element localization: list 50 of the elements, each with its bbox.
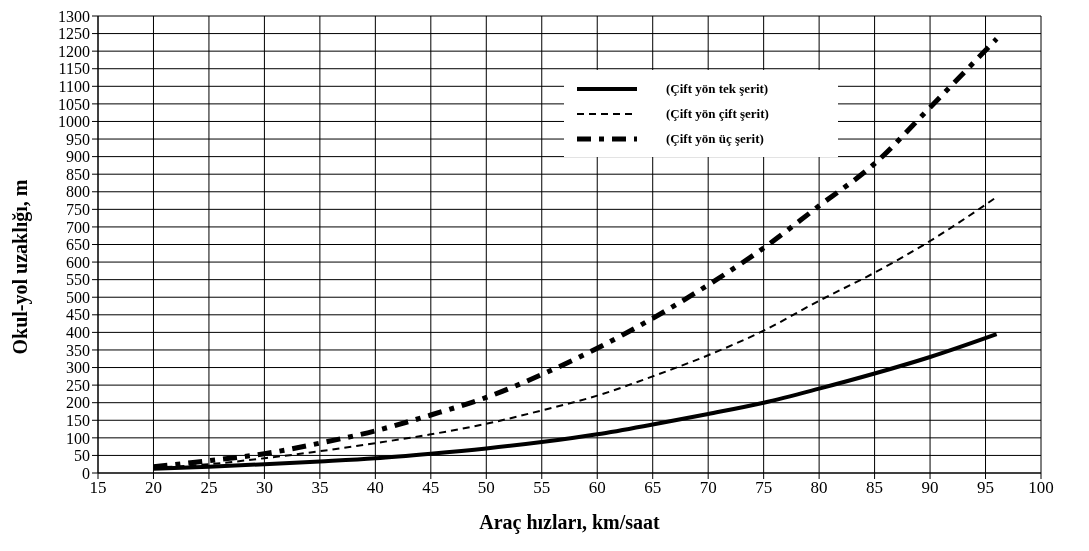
y-tick-label: 350 — [66, 341, 90, 359]
x-tick-label: 25 — [200, 478, 218, 498]
y-tick-label: 50 — [74, 447, 90, 465]
x-tick-label: 90 — [921, 478, 939, 498]
y-tick-label: 0 — [82, 464, 90, 482]
x-tick-label: 45 — [422, 478, 440, 498]
x-tick-label: 80 — [810, 478, 828, 498]
y-tick-label: 1100 — [58, 77, 90, 95]
y-tick-label: 900 — [66, 148, 90, 166]
x-tick-label: 30 — [255, 478, 273, 498]
y-tick-label: 400 — [66, 324, 90, 342]
legend-label: (Çift yön çift şerit) — [666, 105, 769, 122]
x-tick-label: 50 — [477, 478, 495, 498]
x-tick-label: 35 — [311, 478, 329, 498]
legend-label: (Çift yön tek şerit) — [666, 80, 769, 97]
y-tick-label: 300 — [66, 359, 90, 377]
y-tick-label: 100 — [66, 429, 90, 447]
x-tick-label: 100 — [1028, 478, 1054, 498]
y-tick-label: 650 — [66, 236, 90, 254]
y-tick-label: 200 — [66, 394, 90, 412]
y-tick-label: 1300 — [58, 7, 90, 25]
x-tick-label: 85 — [866, 478, 884, 498]
x-tick-label: 55 — [533, 478, 551, 498]
y-tick-label: 500 — [66, 288, 90, 306]
y-tick-label: 1200 — [58, 42, 90, 60]
y-tick-label: 150 — [66, 411, 90, 429]
y-tick-label: 250 — [66, 376, 90, 394]
x-tick-label: 40 — [366, 478, 384, 498]
y-tick-label: 750 — [66, 201, 90, 219]
x-tick-label: 75 — [755, 478, 773, 498]
y-tick-label: 700 — [66, 218, 90, 236]
x-axis-title: Araç hızları, km/saat — [479, 511, 661, 534]
legend-label: (Çift yön üç şerit) — [666, 130, 764, 147]
x-tick-label: 95 — [977, 478, 995, 498]
x-tick-label: 20 — [144, 478, 162, 498]
x-tick-label: 15 — [89, 478, 107, 498]
x-tick-label: 60 — [588, 478, 606, 498]
x-tick-label: 65 — [644, 478, 662, 498]
y-tick-label: 1000 — [58, 113, 90, 131]
y-tick-label: 600 — [66, 253, 90, 271]
y-tick-label: 950 — [66, 130, 90, 148]
x-tick-label: 70 — [699, 478, 717, 498]
y-tick-label: 1050 — [58, 95, 90, 113]
y-tick-label: 1250 — [58, 25, 90, 43]
y-tick-label: 450 — [66, 306, 90, 324]
y-tick-label: 850 — [66, 165, 90, 183]
y-tick-label: 800 — [66, 183, 90, 201]
y-axis-title: Okul-yol uzaklığı, m — [9, 179, 33, 355]
y-tick-label: 1150 — [58, 60, 90, 78]
y-tick-label: 550 — [66, 271, 90, 289]
